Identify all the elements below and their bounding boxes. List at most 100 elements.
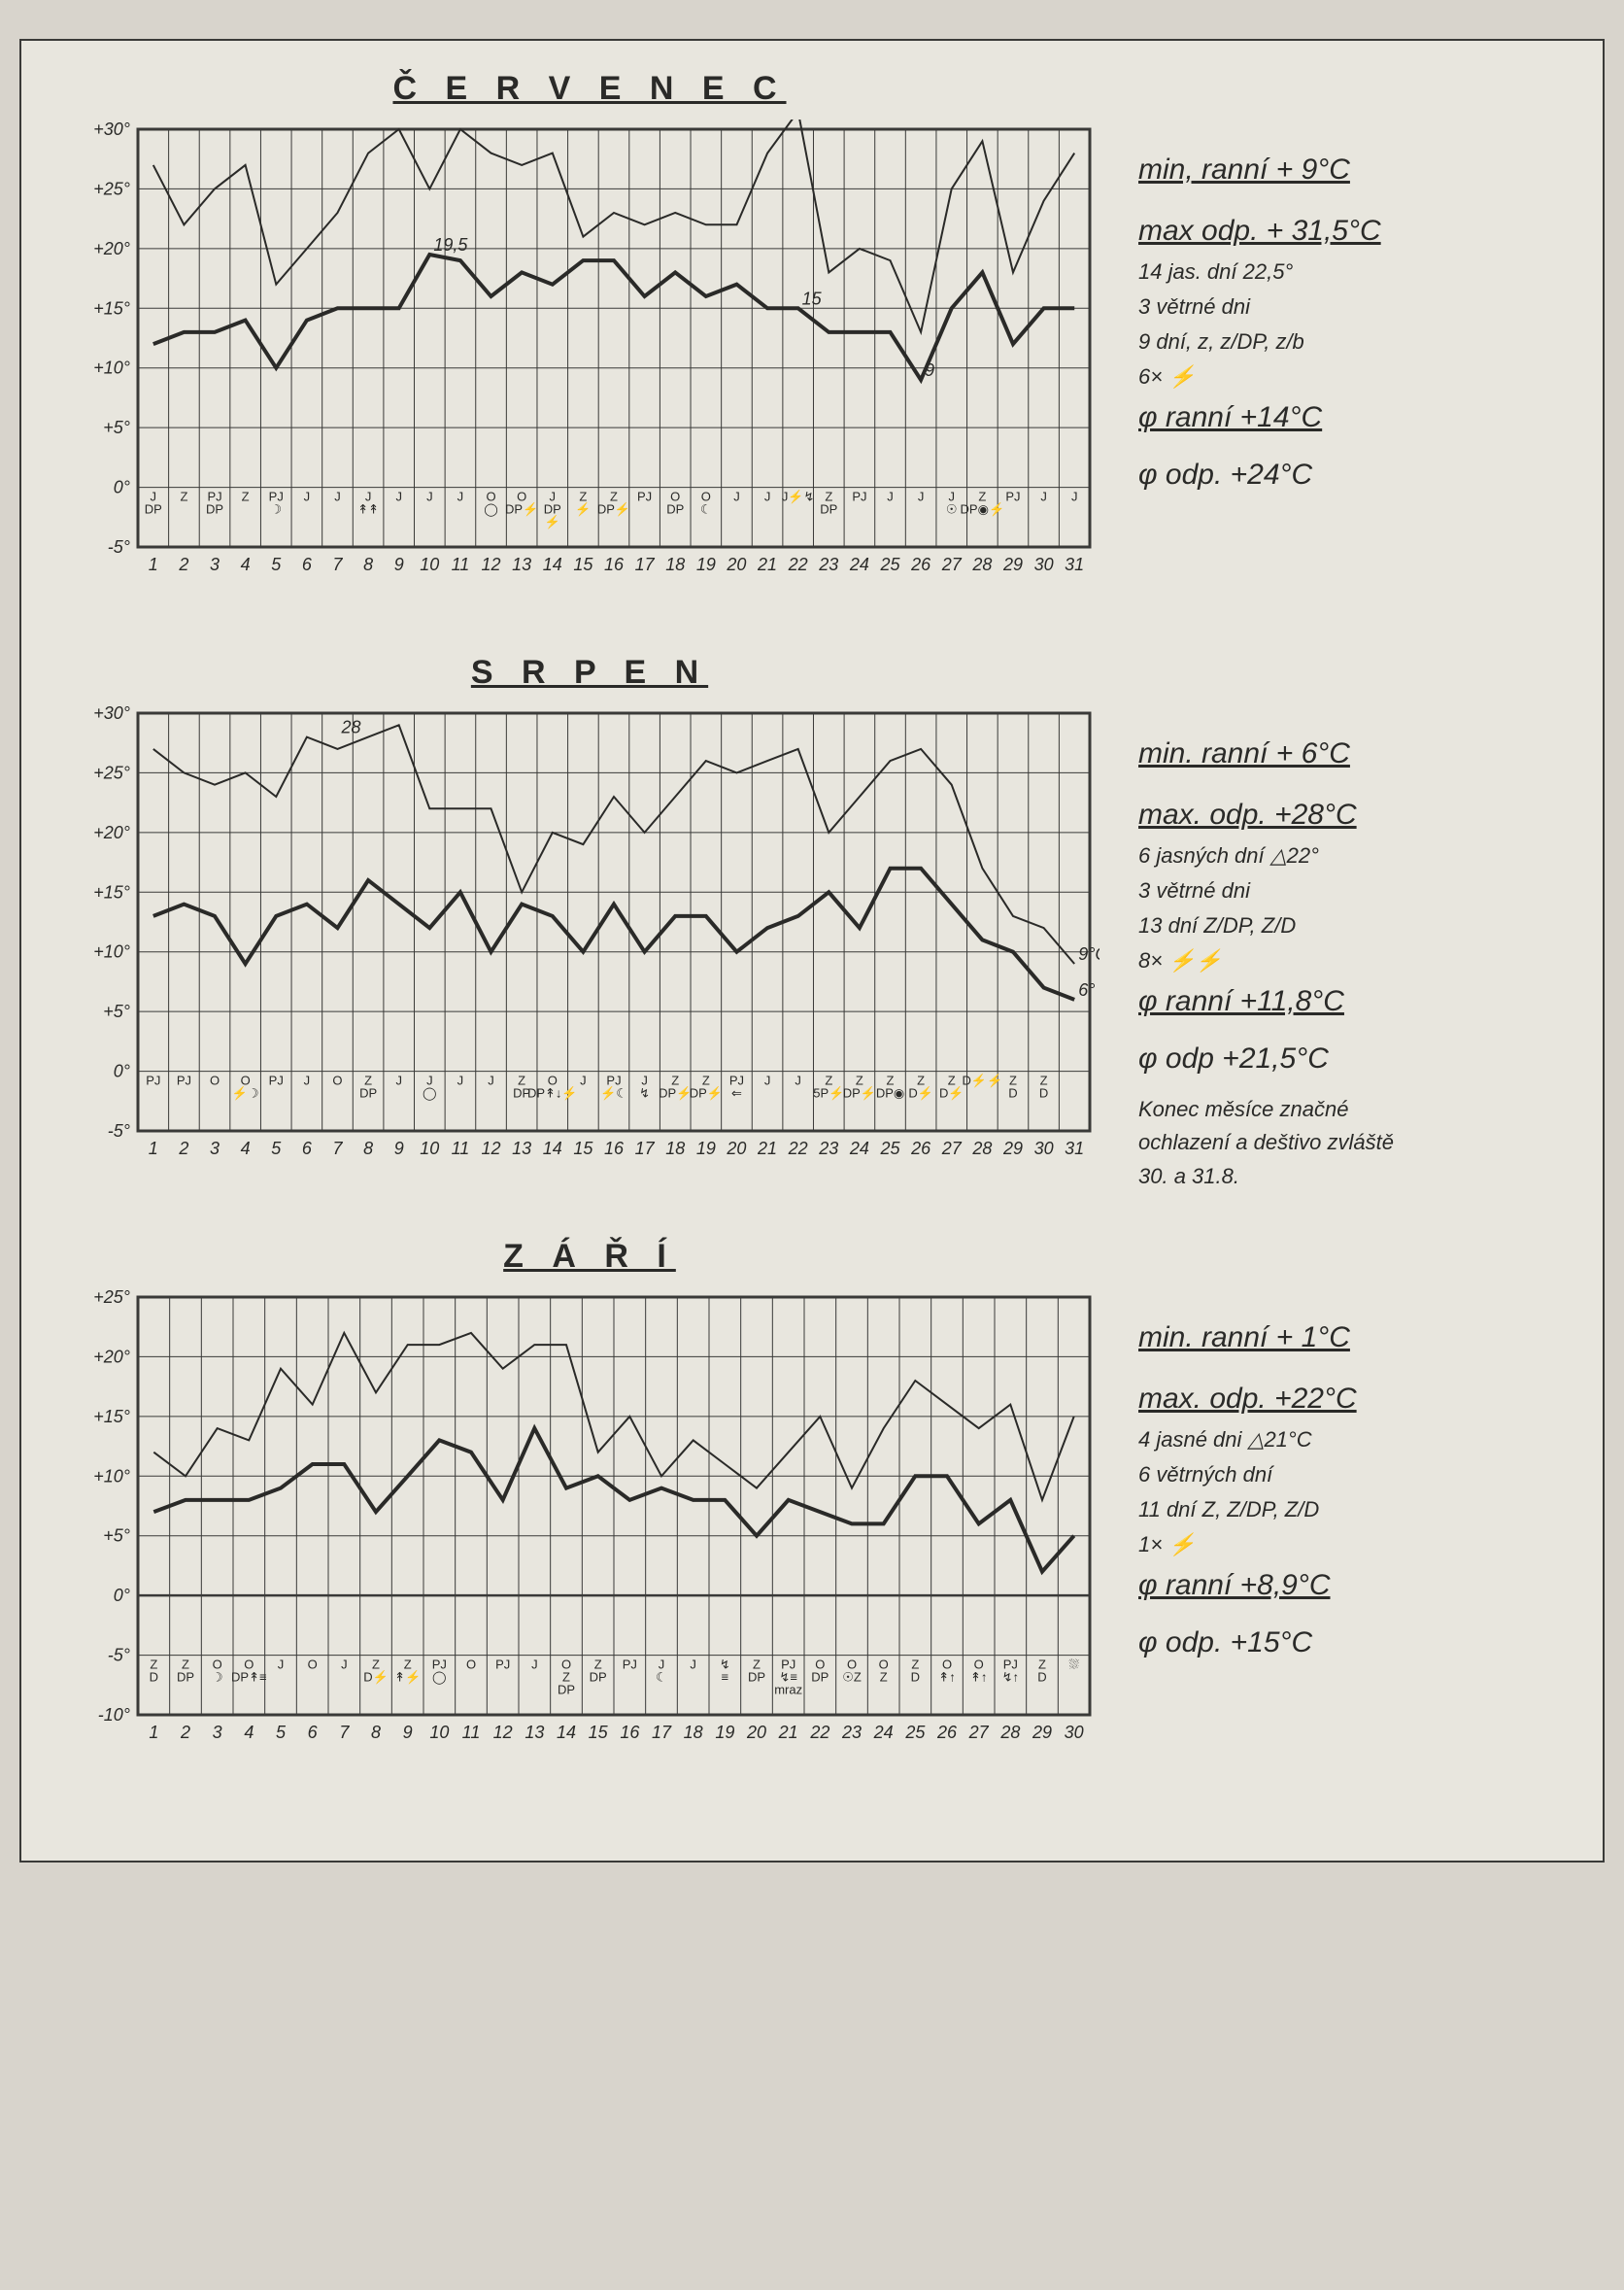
svg-text:23: 23 xyxy=(841,1723,862,1742)
svg-text:+15°: +15° xyxy=(93,298,130,318)
svg-text:Z: Z xyxy=(880,1670,888,1685)
svg-text:J: J xyxy=(733,490,740,504)
svg-text:29: 29 xyxy=(1002,555,1023,574)
svg-text:30: 30 xyxy=(1034,1139,1054,1158)
chart-block-cervenec: Č E R V E N E C-5°0°+5°+10°+15°+20°+25°+… xyxy=(80,70,1583,625)
svg-text:J⚡↯: J⚡↯ xyxy=(782,490,815,505)
svg-text:11: 11 xyxy=(452,1139,470,1158)
note-line-1: 3 větrné dni xyxy=(1138,291,1381,324)
svg-text:22: 22 xyxy=(788,1139,808,1158)
svg-text:+20°: +20° xyxy=(93,823,130,842)
svg-text:4: 4 xyxy=(241,1139,251,1158)
svg-text:J: J xyxy=(488,1074,494,1088)
note-avg-odp: φ odp. +24°C xyxy=(1138,453,1381,498)
svg-text:7: 7 xyxy=(339,1723,350,1742)
svg-text:18: 18 xyxy=(665,1139,685,1158)
svg-text:+25°: +25° xyxy=(93,179,130,198)
svg-text:-5°: -5° xyxy=(108,1646,130,1665)
svg-text:DP: DP xyxy=(558,1683,575,1697)
svg-text:J: J xyxy=(764,1074,771,1088)
svg-text:J: J xyxy=(457,490,464,504)
svg-text:12: 12 xyxy=(482,555,501,574)
svg-text:DP⚡: DP⚡ xyxy=(505,502,538,518)
svg-text:DP↟≡: DP↟≡ xyxy=(231,1670,267,1685)
svg-text:D: D xyxy=(1039,1086,1048,1101)
svg-text:4: 4 xyxy=(241,555,251,574)
svg-text:+5°: +5° xyxy=(103,1002,130,1021)
svg-text:11: 11 xyxy=(462,1723,481,1742)
svg-text:31: 31 xyxy=(1065,555,1084,574)
notes-zari: min. ranní + 1°Cmax. odp. +22°C4 jasné d… xyxy=(1138,1316,1357,1667)
svg-text:J: J xyxy=(426,490,433,504)
svg-text:☾: ☾ xyxy=(656,1670,667,1685)
note-min-ranni: min. ranní + 1°C xyxy=(1138,1316,1357,1361)
svg-text:PJ: PJ xyxy=(177,1074,191,1088)
svg-text:13: 13 xyxy=(524,1723,544,1742)
svg-text:25: 25 xyxy=(880,1139,901,1158)
svg-text:23: 23 xyxy=(818,1139,838,1158)
svg-text:13: 13 xyxy=(512,1139,531,1158)
svg-text:≡: ≡ xyxy=(722,1670,729,1685)
svg-text:15: 15 xyxy=(802,289,823,308)
svg-text:↟↑: ↟↑ xyxy=(970,1670,987,1685)
svg-text:J: J xyxy=(887,490,894,504)
svg-text:+10°: +10° xyxy=(93,1466,130,1486)
note-line-2: 13 dní Z/DP, Z/D xyxy=(1138,909,1410,942)
svg-text:12: 12 xyxy=(493,1723,513,1742)
svg-text:14: 14 xyxy=(543,1139,562,1158)
svg-text:J: J xyxy=(1040,490,1047,504)
svg-text:9: 9 xyxy=(394,555,404,574)
svg-text:↯↑: ↯↑ xyxy=(1002,1670,1019,1685)
svg-text:9°C: 9°C xyxy=(1078,944,1100,964)
svg-text:14: 14 xyxy=(557,1723,576,1742)
svg-text:15: 15 xyxy=(573,1139,593,1158)
svg-text:↟↟: ↟↟ xyxy=(357,502,379,517)
note-min-ranni: min, ranní + 9°C xyxy=(1138,148,1381,193)
svg-text:26: 26 xyxy=(910,555,931,574)
svg-text:19: 19 xyxy=(696,555,716,574)
svg-text:0°: 0° xyxy=(114,1062,130,1081)
svg-text:☉: ☉ xyxy=(946,502,958,517)
chart-area-zari: Z Á Ř Í-10°-5°0°+5°+10°+15°+20°+25°ZDZDP… xyxy=(80,1238,1100,1793)
svg-text:1: 1 xyxy=(149,555,158,574)
svg-text:5: 5 xyxy=(271,555,282,574)
svg-text:17: 17 xyxy=(635,555,656,574)
svg-text:16: 16 xyxy=(604,1139,625,1158)
svg-text:D⚡⚡: D⚡⚡ xyxy=(962,1074,1002,1089)
svg-text:J: J xyxy=(395,490,402,504)
svg-text:30: 30 xyxy=(1065,1723,1084,1742)
svg-text:mraz: mraz xyxy=(774,1683,802,1697)
svg-text:10: 10 xyxy=(420,1139,439,1158)
svg-text:O: O xyxy=(466,1658,476,1672)
svg-text:⚡: ⚡ xyxy=(575,502,591,518)
note-line-1: 3 větrné dni xyxy=(1138,874,1410,907)
svg-text:22: 22 xyxy=(809,1723,829,1742)
svg-text:⚡☽: ⚡☽ xyxy=(232,1086,259,1102)
svg-text:+30°: +30° xyxy=(93,120,130,139)
svg-text:28: 28 xyxy=(340,718,360,737)
svg-text:+25°: +25° xyxy=(93,763,130,782)
svg-text:2: 2 xyxy=(180,1723,190,1742)
svg-text:21: 21 xyxy=(757,1139,777,1158)
note-line-2: 9 dní, z, z/DP, z/b xyxy=(1138,325,1381,359)
svg-text:21: 21 xyxy=(778,1723,798,1742)
chart-svg-zari: -10°-5°0°+5°+10°+15°+20°+25°ZDZDPO☽ODP↟≡… xyxy=(80,1287,1100,1793)
svg-text:J: J xyxy=(531,1658,538,1672)
svg-text:19,5: 19,5 xyxy=(433,235,468,255)
chart-area-cervenec: Č E R V E N E C-5°0°+5°+10°+15°+20°+25°+… xyxy=(80,70,1100,625)
chart-title-cervenec: Č E R V E N E C xyxy=(80,70,1100,108)
svg-text:+10°: +10° xyxy=(93,359,130,378)
svg-text:D: D xyxy=(911,1670,920,1685)
svg-text:PJ: PJ xyxy=(623,1658,637,1672)
svg-text:9: 9 xyxy=(925,360,934,380)
svg-text:5: 5 xyxy=(276,1723,287,1742)
svg-text:J: J xyxy=(1071,490,1078,504)
svg-text:7: 7 xyxy=(332,555,343,574)
note-line-0: 6 jasných dní △22° xyxy=(1138,839,1410,872)
svg-text:8: 8 xyxy=(363,1139,373,1158)
svg-text:DP: DP xyxy=(359,1086,377,1101)
svg-text:5: 5 xyxy=(271,1139,282,1158)
svg-text:5P⚡: 5P⚡ xyxy=(813,1086,844,1102)
svg-text:+5°: +5° xyxy=(103,1526,130,1546)
svg-text:◯: ◯ xyxy=(423,1086,437,1102)
